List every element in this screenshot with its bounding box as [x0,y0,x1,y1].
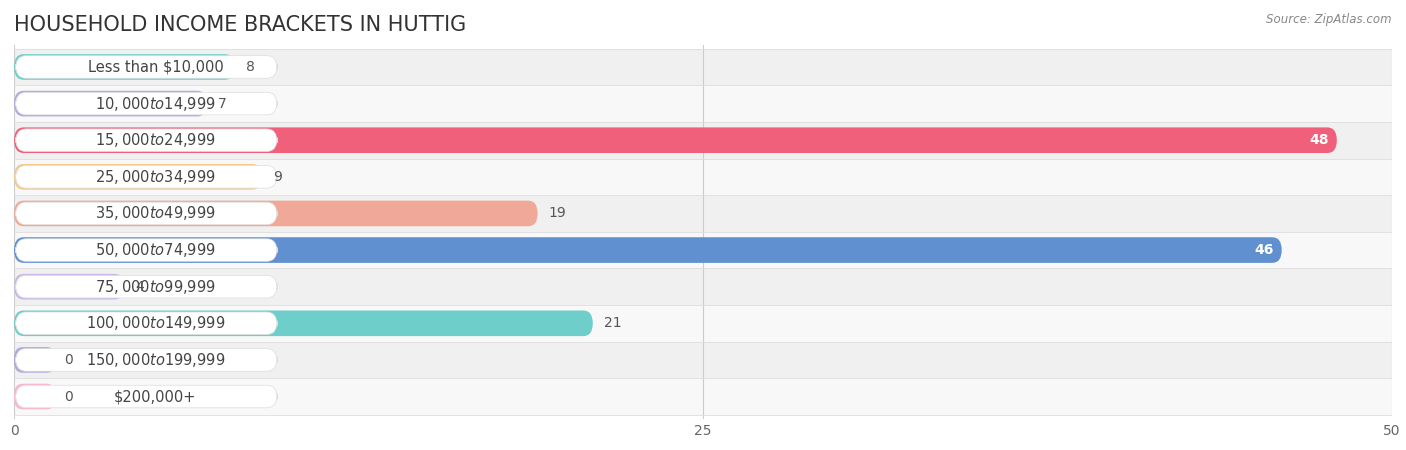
Text: $25,000 to $34,999: $25,000 to $34,999 [96,168,217,186]
FancyBboxPatch shape [14,91,207,117]
FancyBboxPatch shape [15,129,277,152]
Bar [14,232,1392,268]
FancyBboxPatch shape [14,310,593,336]
FancyBboxPatch shape [15,349,277,371]
Bar [14,305,1392,342]
Text: $150,000 to $199,999: $150,000 to $199,999 [86,351,225,369]
FancyBboxPatch shape [15,92,277,115]
Text: 9: 9 [273,170,283,184]
Bar [14,49,1392,86]
Text: $15,000 to $24,999: $15,000 to $24,999 [96,131,217,149]
FancyBboxPatch shape [14,164,262,189]
FancyBboxPatch shape [14,347,55,373]
FancyBboxPatch shape [15,56,277,78]
Text: 7: 7 [218,97,226,111]
Text: $35,000 to $49,999: $35,000 to $49,999 [96,204,217,222]
FancyBboxPatch shape [15,202,277,225]
Text: Less than $10,000: Less than $10,000 [87,59,224,74]
Text: 46: 46 [1254,243,1274,257]
Text: $200,000+: $200,000+ [114,389,197,404]
Bar [14,158,1392,195]
Text: 21: 21 [603,316,621,330]
FancyBboxPatch shape [15,239,277,261]
FancyBboxPatch shape [14,54,235,80]
Bar [14,86,1392,122]
Text: 4: 4 [135,280,143,294]
FancyBboxPatch shape [14,274,124,300]
Text: 0: 0 [63,353,73,367]
Text: 48: 48 [1309,133,1329,147]
FancyBboxPatch shape [15,385,277,408]
Text: 0: 0 [63,390,73,404]
FancyBboxPatch shape [14,201,537,226]
FancyBboxPatch shape [14,237,1282,263]
FancyBboxPatch shape [15,275,277,298]
Text: Source: ZipAtlas.com: Source: ZipAtlas.com [1267,14,1392,27]
FancyBboxPatch shape [15,166,277,188]
FancyBboxPatch shape [15,312,277,334]
Bar [14,195,1392,232]
Text: $10,000 to $14,999: $10,000 to $14,999 [96,94,217,112]
Bar [14,342,1392,378]
Text: $50,000 to $74,999: $50,000 to $74,999 [96,241,217,259]
Bar [14,122,1392,158]
Bar [14,378,1392,415]
Text: 8: 8 [246,60,254,74]
Text: 19: 19 [548,207,567,220]
FancyBboxPatch shape [14,384,55,410]
Bar [14,268,1392,305]
Text: $75,000 to $99,999: $75,000 to $99,999 [96,278,217,296]
FancyBboxPatch shape [14,127,1337,153]
Text: $100,000 to $149,999: $100,000 to $149,999 [86,314,225,332]
Text: HOUSEHOLD INCOME BRACKETS IN HUTTIG: HOUSEHOLD INCOME BRACKETS IN HUTTIG [14,15,467,35]
